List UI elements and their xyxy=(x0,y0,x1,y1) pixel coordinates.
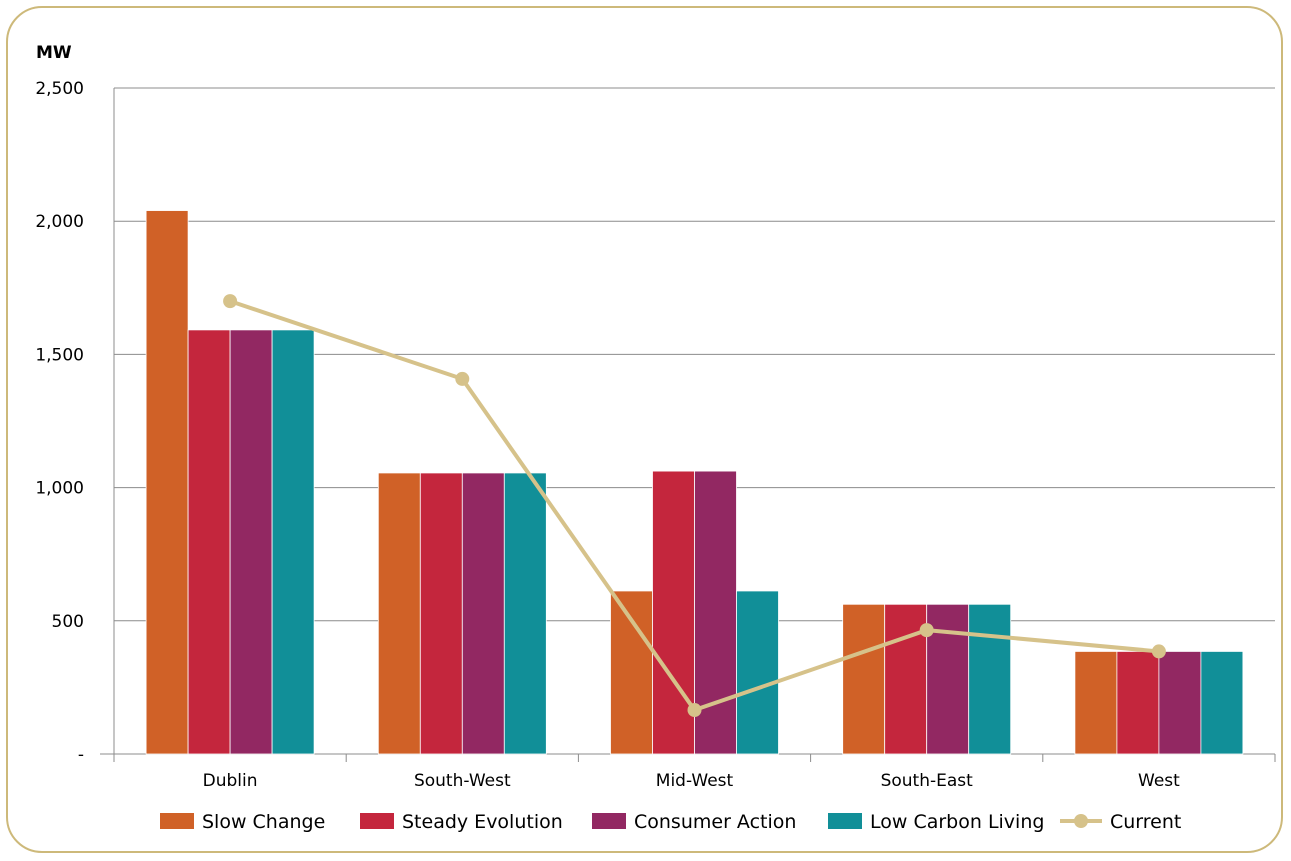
y-tick-label: 2,500 xyxy=(35,79,84,99)
current-line xyxy=(223,294,1166,718)
legend-marker-current xyxy=(1074,814,1088,828)
x-tick-label: Dublin xyxy=(203,771,258,791)
point-current-west xyxy=(1151,644,1166,659)
x-tick-label: South-West xyxy=(414,771,511,791)
legend-swatch-steady-evolution xyxy=(360,813,394,829)
x-tick-label: Mid-West xyxy=(656,771,734,791)
bar-slow-change-south-east xyxy=(842,603,886,755)
y-tick-label: 2,000 xyxy=(35,212,84,232)
x-tick-label: South-East xyxy=(881,771,974,791)
bar-low-carbon-living-south-east xyxy=(968,603,1012,755)
bar-low-carbon-living-west xyxy=(1200,651,1244,755)
bar-steady-evolution-west xyxy=(1116,651,1160,755)
legend-label-steady-evolution: Steady Evolution xyxy=(402,811,563,833)
y-unit-label: MW xyxy=(36,43,72,63)
bar-slow-change-south-west xyxy=(377,472,421,755)
legend-label-slow-change: Slow Change xyxy=(202,811,325,833)
bar-consumer-action-dublin xyxy=(229,329,273,755)
point-current-south-west xyxy=(455,371,470,386)
y-tick-label: - xyxy=(78,745,84,765)
legend-swatch-consumer-action xyxy=(592,813,626,829)
legend-label-consumer-action: Consumer Action xyxy=(634,811,796,833)
y-tick-label: 1,500 xyxy=(35,345,84,365)
bar-slow-change-mid-west xyxy=(610,590,653,755)
bar-consumer-action-south-east xyxy=(926,603,970,755)
bar-steady-evolution-south-west xyxy=(419,472,463,755)
legend-swatch-low-carbon-living xyxy=(828,813,862,829)
bar-steady-evolution-dublin xyxy=(187,329,231,755)
legend-swatch-slow-change xyxy=(160,813,194,829)
y-tick-label: 500 xyxy=(52,612,84,632)
point-current-south-east xyxy=(919,623,934,638)
legend-label-current: Current xyxy=(1110,811,1181,833)
bars xyxy=(145,210,1244,755)
point-current-mid-west xyxy=(687,703,702,718)
bar-slow-change-west xyxy=(1074,651,1118,755)
bar-low-carbon-living-dublin xyxy=(271,329,315,755)
bar-low-carbon-living-south-west xyxy=(503,472,547,755)
bar-steady-evolution-mid-west xyxy=(652,470,695,755)
x-tick-label: West xyxy=(1138,771,1180,791)
bar-low-carbon-living-mid-west xyxy=(736,590,779,755)
point-current-dublin xyxy=(223,294,238,309)
bar-steady-evolution-south-east xyxy=(884,603,928,755)
legend-label-low-carbon-living: Low Carbon Living xyxy=(870,811,1044,833)
x-tick-labels: Dublin South-West Mid-West South-East West xyxy=(203,771,1180,791)
bar-consumer-action-south-west xyxy=(461,472,505,755)
y-tick-label: 1,000 xyxy=(35,479,84,499)
legend: Slow Change Steady Evolution Consumer Acti… xyxy=(160,811,1181,833)
y-tick-labels: - 500 1,000 1,500 2,000 2,500 xyxy=(35,79,84,765)
bar-slow-change-dublin xyxy=(145,210,189,755)
bar-consumer-action-west xyxy=(1158,651,1202,755)
